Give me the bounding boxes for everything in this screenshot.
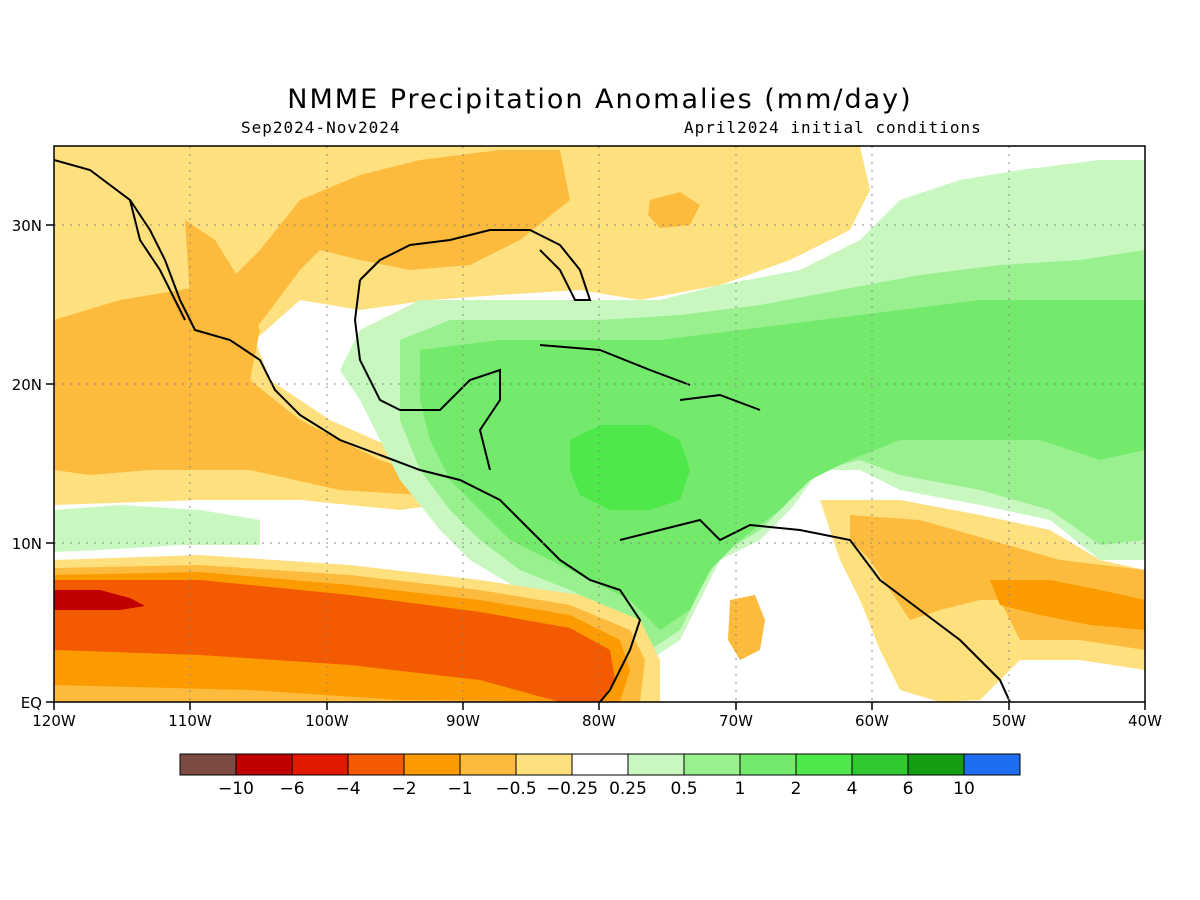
colorbar-label: −10	[218, 779, 254, 799]
colorbar-swatch	[459, 753, 517, 776]
lon-label: 80W	[582, 712, 616, 730]
coastlines	[54, 159, 1011, 702]
anomaly-field	[54, 146, 1145, 702]
colorbar-label: 6	[903, 779, 914, 799]
colorbar-swatch	[235, 753, 293, 776]
lon-label: 40W	[1128, 712, 1162, 730]
colorbar-label: −1	[447, 779, 472, 799]
lat-label: EQ	[21, 694, 42, 712]
colorbar: −10 −6 −4 −2 −1 −0.5 −0.25 0.25 0.5 1 2 4 6 10	[179, 753, 1021, 799]
lat-label: 30N	[12, 217, 42, 235]
colorbar-swatch	[515, 753, 573, 776]
colorbar-label: 2	[791, 779, 802, 799]
colorbar-label: −0.25	[546, 779, 598, 799]
lon-label: 90W	[446, 712, 480, 730]
lon-label: 70W	[719, 712, 753, 730]
colorbar-swatch	[795, 753, 853, 776]
colorbar-swatch	[739, 753, 797, 776]
graticule	[54, 146, 1145, 702]
colorbar-label: −6	[279, 779, 304, 799]
forecast-period: Sep2024-Nov2024	[241, 118, 401, 137]
lat-label: 10N	[12, 535, 42, 553]
colorbar-swatch	[851, 753, 909, 776]
wet-region-strong	[420, 300, 1145, 630]
colorbar-swatch	[907, 753, 965, 776]
wet-patch-pacific	[54, 505, 260, 552]
dry-region-north-3	[185, 220, 280, 450]
dry-spot-venezuela	[728, 595, 765, 660]
colorbar-label: −2	[391, 779, 416, 799]
colorbar-label: 0.5	[670, 779, 697, 799]
colorbar-label: 10	[953, 779, 975, 799]
dry-band-pacific-core	[54, 590, 145, 610]
dry-spot-east	[648, 192, 700, 228]
colorbar-label: 0.25	[609, 779, 647, 799]
map-title: NMME Precipitation Anomalies (mm/day)	[287, 84, 913, 115]
colorbar-label: 1	[735, 779, 746, 799]
colorbar-swatch	[403, 753, 461, 776]
lon-label: 100W	[305, 712, 349, 730]
tick-marks	[46, 224, 1146, 710]
dry-band-pacific-3	[54, 580, 615, 702]
colorbar-swatch	[627, 753, 685, 776]
colorbar-swatch	[179, 753, 237, 776]
dry-region-south-america-3	[990, 580, 1145, 630]
colorbar-swatch	[347, 753, 405, 776]
dry-region-north-2	[54, 150, 570, 495]
lon-label: 110W	[168, 712, 212, 730]
wet-core	[570, 425, 690, 510]
colorbar-swatch	[571, 753, 629, 776]
colorbar-swatch	[291, 753, 349, 776]
lon-label: 50W	[992, 712, 1026, 730]
lat-label: 20N	[12, 376, 42, 394]
colorbar-label: −0.5	[495, 779, 536, 799]
initial-conditions: April2024 initial conditions	[684, 118, 982, 137]
colorbar-swatch	[963, 753, 1021, 776]
lon-label: 120W	[32, 712, 76, 730]
colorbar-label: −4	[335, 779, 360, 799]
colorbar-swatch	[683, 753, 741, 776]
colorbar-label: 4	[847, 779, 858, 799]
lon-label: 60W	[855, 712, 889, 730]
